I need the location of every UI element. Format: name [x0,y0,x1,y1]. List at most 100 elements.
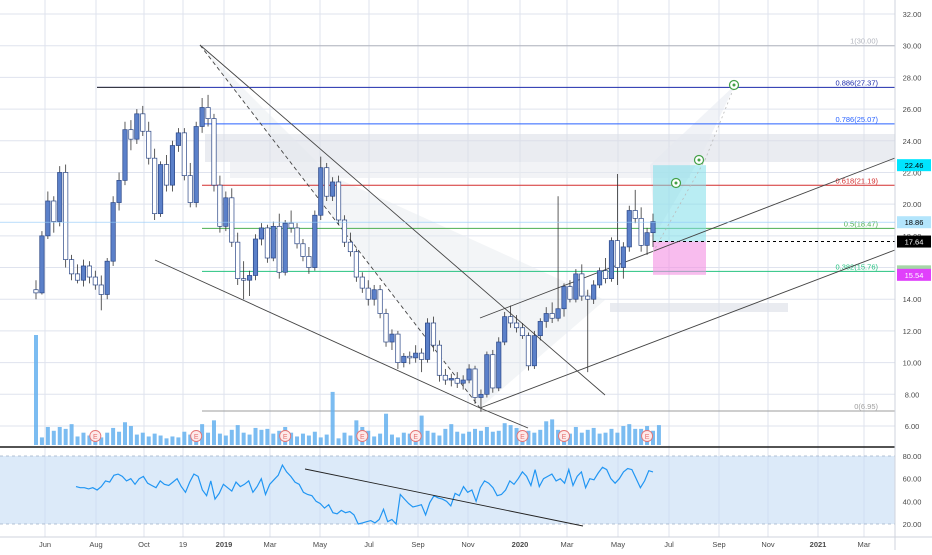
candle [92,276,98,286]
volume-bar [579,432,584,445]
time-tick-label: Sep [411,540,424,549]
volume-bar [51,430,56,445]
candle [454,378,460,384]
time-tick-label: Aug [89,540,102,549]
candle [591,284,597,300]
volume-bar [425,430,430,445]
target-marker-dot [674,181,678,185]
earnings-marker-label: E [283,434,288,441]
time-tick-label: May [313,540,327,549]
time-tick-label: Oct [138,540,151,549]
volume-bar [39,437,44,445]
time-tick-label: Mar [264,540,277,549]
candle [158,164,164,215]
target-marker-dot [732,83,736,87]
time-tick-label: 2019 [216,540,233,549]
volume-bars [34,335,661,445]
volume-bar [277,430,282,445]
trend-line [199,44,606,396]
price-tick-label: 30.00 [903,42,922,51]
fib-level-label: 0(6.95) [854,402,878,411]
candle [395,333,401,363]
volume-bar [211,420,216,445]
rsi-tick-label: 60.00 [903,475,922,484]
volume-bar [312,431,317,445]
fibonacci-levels: 1(30.00) 0.886(27.37) 0.786(25.07) 0.618(21… [97,37,895,412]
time-tick-label: May [611,540,625,549]
volume-bar [502,423,507,445]
candle [181,132,187,176]
volume-bar [461,433,466,445]
time-axis: Jun Aug Oct 19 2019 Mar May Jul Sep Nov 2020 Mar May… [39,540,871,549]
price-tick-label: 8.00 [905,390,920,399]
volume-bar [378,433,383,445]
earnings-marker-label: E [93,434,98,441]
volume-bar [484,426,489,445]
candle [597,270,603,286]
volume-bar [532,432,537,445]
volume-bar [57,426,62,445]
candle [312,214,318,268]
volume-bar [401,432,406,445]
candle [217,184,223,227]
candle [436,344,442,376]
candle [478,393,484,398]
candle [98,284,104,295]
volume-bar [431,432,436,445]
candle [401,355,407,363]
volume-bar [389,434,394,445]
candle [644,232,650,246]
candle [353,251,359,278]
earnings-marker-label: E [194,434,199,441]
candle [211,118,217,186]
price-tick-label: 22.00 [903,168,922,177]
candle [419,352,425,360]
candle [175,132,181,146]
earnings-marker [409,430,422,442]
candle [86,265,92,278]
support-zone [610,303,788,312]
volume-bar [140,432,145,445]
candle [146,130,152,159]
time-tick-label: Jul [364,540,374,549]
volume-bar [300,433,305,445]
volume-bar [259,429,264,445]
candle [472,368,478,398]
volume-bar [306,435,311,445]
earnings-marker [279,430,292,442]
volume-bar [550,419,555,445]
volume-bar [69,424,74,445]
price-tag [897,159,931,172]
candle [632,210,638,219]
time-tick-label: Mar [858,540,871,549]
volume-bar [152,433,157,445]
candle [241,278,247,281]
volume-bar [111,427,116,445]
projection-line [704,84,736,161]
volume-bar [164,438,169,445]
candle [134,113,140,140]
earnings-marker [190,430,203,442]
fib-level-label: 0.786(25.07) [835,115,878,124]
candle [187,175,193,203]
candle [264,227,270,259]
candle [205,107,211,119]
candle [425,322,431,360]
volume-bar [87,435,92,445]
price-tick-label: 14.00 [903,295,922,304]
volume-bar [45,426,50,445]
volume-bar [496,430,501,445]
price-tick-label: 26.00 [903,105,922,114]
candle [152,157,158,215]
volume-bar [490,431,495,445]
earnings-marker [558,430,570,442]
price-tick-label: 20.00 [903,200,922,209]
price-tick-label: 28.00 [903,73,922,82]
price-tick-label: 32.00 [903,10,922,19]
candle [531,335,537,367]
rsi-band [0,456,895,524]
trend-line [154,259,481,409]
